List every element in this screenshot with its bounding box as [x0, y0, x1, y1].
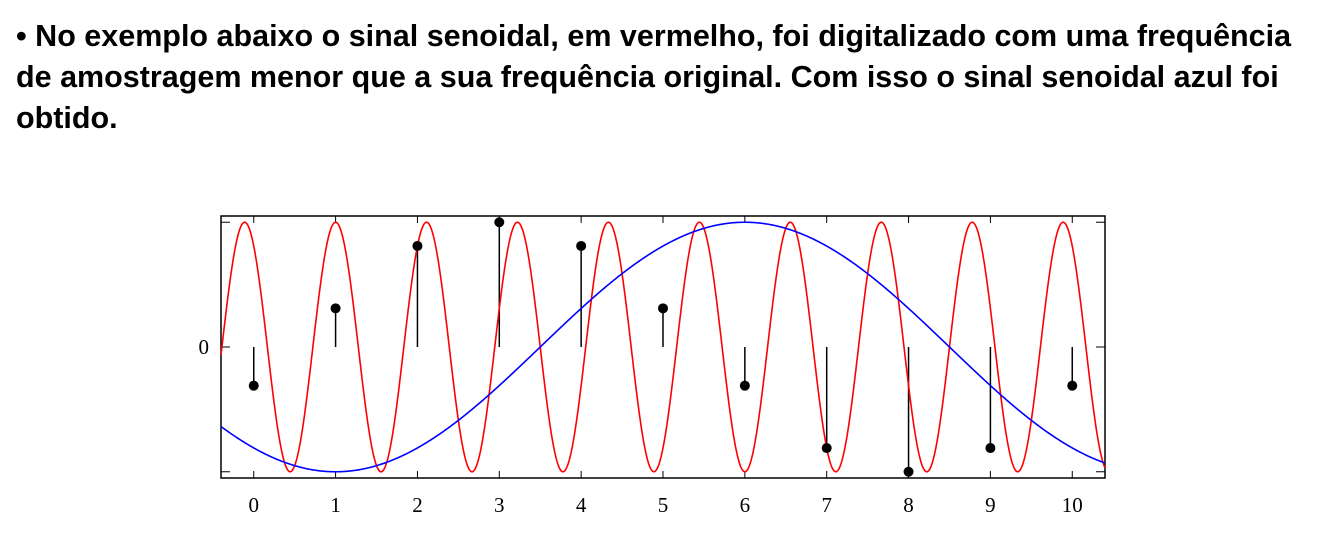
sample-point [576, 240, 587, 251]
sample-point [739, 380, 750, 391]
sample-point [330, 303, 341, 314]
x-tick-label: 2 [412, 493, 423, 517]
sample-point [985, 443, 996, 454]
sample-point [903, 466, 914, 477]
x-tick-label: 6 [740, 493, 751, 517]
bullet-glyph: • [16, 19, 27, 53]
tick-labels: 0 1 2 3 4 5 6 7 8 9 10 0 [199, 335, 1083, 517]
slide-text: • No exemplo abaixo o sinal senoidal, em… [16, 16, 1306, 139]
sample-point [1067, 380, 1078, 391]
x-tick-label: 9 [985, 493, 996, 517]
sample-points [248, 217, 1078, 477]
sample-point [412, 240, 423, 251]
x-tick-label: 7 [821, 493, 832, 517]
red-signal-line [220, 221, 1106, 473]
x-tick-label: 4 [576, 493, 587, 517]
sample-point [248, 380, 259, 391]
y-tick-label: 0 [199, 335, 210, 359]
sample-point [494, 217, 505, 228]
x-tick-label: 10 [1062, 493, 1083, 517]
sample-point [658, 303, 668, 314]
x-tick-label: 0 [248, 493, 259, 517]
chart-axes [220, 215, 1106, 479]
blue-signal-line [220, 221, 1106, 473]
signal-lines [220, 221, 1106, 473]
sample-stems [252, 222, 1074, 472]
sample-point [821, 443, 832, 454]
x-tick-label: 8 [903, 493, 914, 517]
x-tick-label: 1 [330, 493, 341, 517]
bullet-paragraph: No exemplo abaixo o sinal senoidal, em v… [16, 19, 1292, 135]
x-tick-label: 3 [494, 493, 505, 517]
x-tick-label: 5 [658, 493, 669, 517]
